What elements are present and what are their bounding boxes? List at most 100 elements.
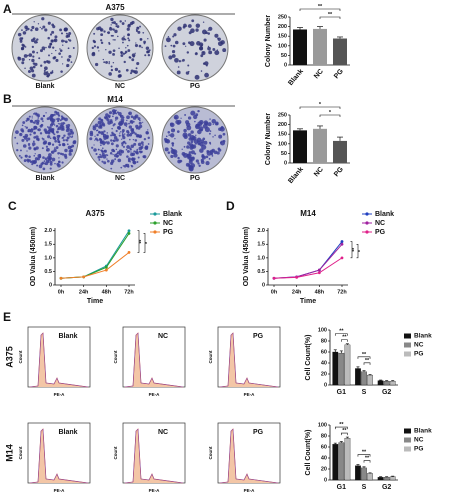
- colony: [134, 43, 139, 48]
- colony: [120, 54, 124, 57]
- colony: [42, 114, 45, 118]
- colony: [33, 131, 36, 134]
- axis-label: Count: [113, 446, 118, 459]
- colony: [42, 141, 47, 145]
- sig-label: *: [358, 250, 364, 252]
- bar: [377, 477, 384, 481]
- colony: [121, 37, 126, 41]
- colony: [164, 147, 169, 152]
- x-tick-label: NC: [313, 166, 325, 178]
- point: [340, 242, 344, 246]
- colony: [108, 62, 110, 65]
- colony: [107, 120, 112, 125]
- colony: [137, 156, 140, 159]
- colony: [167, 131, 171, 134]
- series-line: [273, 257, 343, 279]
- colony: [71, 135, 74, 138]
- point: [317, 271, 321, 275]
- colony: [49, 160, 53, 164]
- sig-bracket: [319, 114, 341, 117]
- colony: [129, 72, 133, 75]
- legend-label: NC: [414, 342, 424, 349]
- colony: [16, 142, 19, 145]
- colony: [51, 71, 54, 74]
- colony: [183, 145, 186, 148]
- colony: [173, 114, 179, 120]
- colony: [117, 158, 122, 163]
- colony: [129, 147, 132, 150]
- x-tick-label: 24h: [79, 289, 89, 295]
- colony: [103, 130, 106, 133]
- colony: [22, 31, 27, 35]
- colony: [188, 137, 192, 141]
- bar: [338, 352, 345, 386]
- colony: [188, 159, 193, 164]
- colony: [32, 142, 36, 146]
- series-line: [273, 241, 343, 279]
- colony: [108, 61, 111, 63]
- colony: [197, 109, 200, 113]
- plot-label: Blank: [58, 429, 77, 436]
- colony: [60, 32, 64, 35]
- colony: [44, 28, 48, 32]
- colony: [126, 119, 128, 122]
- colony: [56, 117, 60, 121]
- y-tick-label: 150: [278, 132, 287, 138]
- colony: [137, 126, 141, 130]
- colony: [105, 60, 108, 64]
- colony: [66, 58, 71, 62]
- colony: [198, 164, 201, 168]
- colony: [169, 122, 175, 128]
- colony: [130, 157, 134, 161]
- colony: [216, 49, 218, 51]
- colony: [58, 52, 61, 55]
- colony: [103, 149, 106, 153]
- colony: [98, 131, 101, 133]
- colony: [181, 152, 186, 156]
- colony: [182, 42, 186, 46]
- sig-label: **: [318, 4, 323, 10]
- bar: [383, 380, 390, 386]
- x-tick-label: 48h: [315, 289, 325, 295]
- plot-frame: [217, 422, 281, 484]
- legend-swatch: [404, 446, 411, 452]
- colony: [43, 66, 48, 71]
- colony: [62, 44, 64, 46]
- colony: [97, 26, 102, 30]
- colony: [202, 21, 205, 23]
- legend-label: NC: [414, 437, 424, 444]
- colony: [202, 29, 207, 35]
- colony: [27, 130, 30, 133]
- colony: [58, 160, 61, 164]
- colony: [200, 139, 205, 144]
- point: [340, 240, 344, 243]
- colony: [24, 135, 26, 138]
- colony: [67, 39, 70, 41]
- colony: [141, 46, 143, 49]
- colony: [115, 109, 117, 112]
- sig-label: **: [342, 335, 347, 341]
- colony: [126, 145, 130, 149]
- colony: [179, 159, 183, 163]
- colony: [28, 115, 31, 118]
- colony: [96, 133, 99, 137]
- colony: [62, 136, 65, 139]
- colony: [204, 61, 209, 66]
- colony: [130, 164, 132, 167]
- colony: [53, 124, 56, 126]
- colony: [164, 45, 167, 48]
- colony: [127, 37, 130, 40]
- colony: [45, 145, 49, 148]
- colony: [61, 56, 63, 58]
- colony: [19, 133, 22, 135]
- colony: [124, 38, 127, 41]
- colony: [194, 120, 196, 123]
- colony: [185, 162, 190, 167]
- colony: [36, 51, 39, 54]
- colony: [110, 34, 113, 37]
- colony: [31, 115, 33, 117]
- bar: [377, 380, 384, 386]
- colony: [21, 57, 25, 62]
- colony: [51, 143, 55, 146]
- histogram-fill: [124, 428, 184, 484]
